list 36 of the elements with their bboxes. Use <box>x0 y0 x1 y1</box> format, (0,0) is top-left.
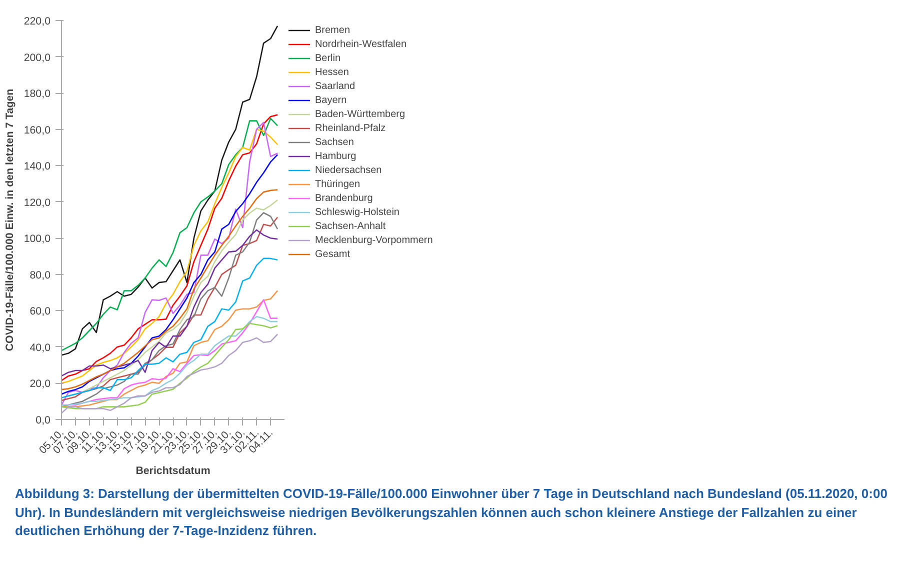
line-series <box>62 25 278 356</box>
y-tick-label: 40,0 <box>30 342 51 354</box>
legend-label: Mecklenburg-Vorpommern <box>315 234 433 246</box>
line-series <box>62 258 278 398</box>
legend-label: Saarland <box>315 80 356 92</box>
y-tick-label: 180,0 <box>24 88 51 100</box>
y-tick-label: 200,0 <box>24 52 51 64</box>
y-axis-title: COVID-19-Fälle/100.000 Einw. in den letzten 7 Tagen <box>4 88 16 352</box>
y-tick-label: 160,0 <box>24 124 51 136</box>
legend-label: Hessen <box>315 66 349 78</box>
y-tick-label: 0,0 <box>36 414 51 426</box>
y-tick-label: 120,0 <box>24 196 51 209</box>
legend-label: Hamburg <box>315 150 356 162</box>
line-series <box>62 229 278 377</box>
y-tick-label: 60,0 <box>30 306 51 318</box>
y-tick-label: 140,0 <box>24 160 51 173</box>
y-tick-label: 80,0 <box>30 269 51 282</box>
legend-label: Berlin <box>315 52 341 64</box>
legend-label: Brandenburg <box>315 192 373 204</box>
legend-label: Thüringen <box>315 178 360 190</box>
legend-label: Sachsen <box>315 136 354 148</box>
y-tick-label: 220,0 <box>24 16 51 28</box>
legend-label: Sachsen-Anhalt <box>315 220 386 232</box>
legend-label: Bayern <box>315 94 347 106</box>
text: Abbildung 3: Darstellung der übermittelten COVID-19-Fälle/100.000 Einwohner über 7 Tage in Deutschland nach Bundesland (05.11.2020, 0:00 Uhr). In Bundesländern mit vergleichsweise niedrigen Bevölkerungszahlen können auch schon kleinere Anstiege der Fallzahlen zu einer deutlichen Erhöhung der 7-Tage-Inzidenz führen. <box>15 485 888 540</box>
legend-label: Bremen <box>315 24 350 36</box>
legend-label: Schleswig-Holstein <box>315 206 400 218</box>
y-tick-label: 100,0 <box>24 233 51 246</box>
legend-label: Gesamt <box>315 248 350 260</box>
legend-label: Niedersachsen <box>315 164 382 176</box>
legend-label: Baden-Württemberg <box>315 108 406 120</box>
x-axis-title: Berichtsdatum <box>136 465 210 478</box>
y-tick-label: 20,0 <box>30 378 51 390</box>
line-series <box>62 334 278 414</box>
legend-label: Rheinland-Pfalz <box>315 122 386 134</box>
legend-label: Nordrhein-Westfalen <box>315 38 407 50</box>
